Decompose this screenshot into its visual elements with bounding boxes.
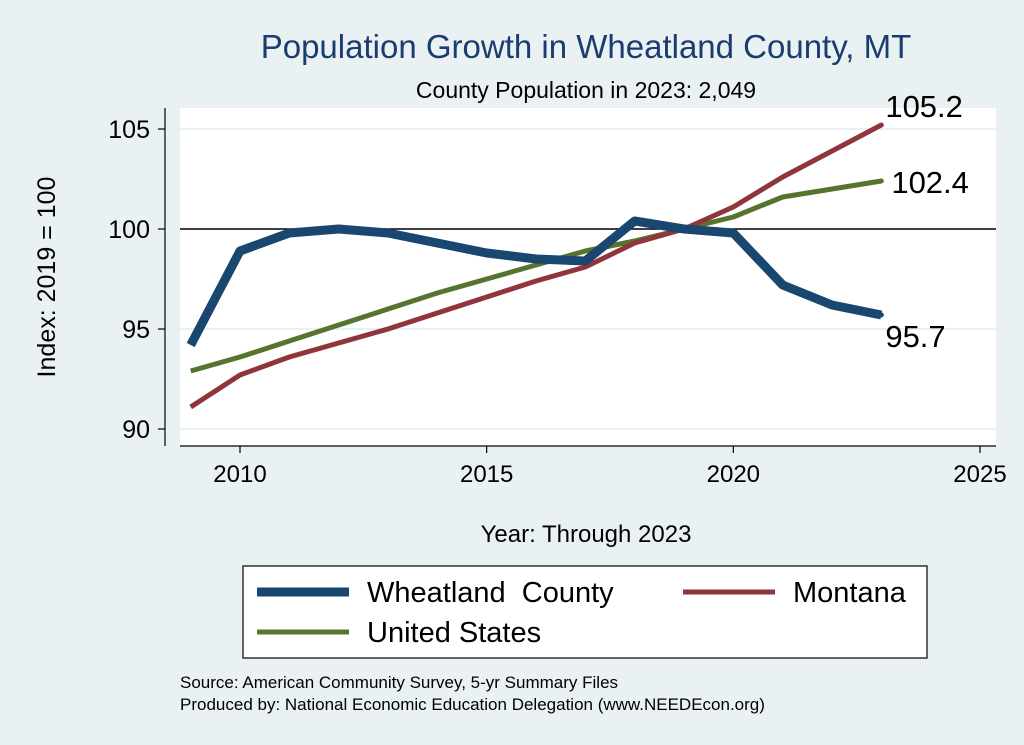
producer-note: Produced by: National Economic Education…: [180, 695, 765, 714]
x-tick-label-2025: 2025: [953, 461, 1006, 488]
legend-box: [242, 565, 928, 659]
series-line-wheatland-county: [186, 216, 883, 348]
series-layer: [186, 122, 883, 410]
y-tick-label-90: 90: [122, 416, 150, 444]
legend-label-0: Wheatland County: [367, 577, 614, 609]
chart-title: Population Growth in Wheatland County, M…: [261, 28, 912, 65]
gridlines: [180, 128, 996, 430]
y-axis-label: Index: 2019 = 100: [33, 177, 61, 378]
chart-subtitle: County Population in 2023: 2,049: [416, 77, 756, 103]
end-label-2: 102.4: [891, 165, 969, 200]
end-point-2: [878, 178, 884, 184]
x-axis-label: Year: Through 2023: [481, 521, 692, 548]
source-note: Source: American Community Survey, 5-yr …: [180, 673, 618, 692]
series-line-montana: [189, 122, 883, 410]
end-labels: 95.7 105.2 102.4: [878, 89, 969, 354]
y-tick-label-100: 100: [108, 216, 150, 244]
end-point-1: [878, 122, 884, 128]
legend-label-2: United States: [367, 617, 541, 649]
end-point-0: [878, 312, 884, 318]
legend: Wheatland County Montana United States: [257, 577, 907, 649]
x-tick-label-2020: 2020: [707, 461, 760, 488]
series-line-united-states: [190, 178, 882, 374]
end-label-1: 105.2: [885, 89, 963, 124]
x-tick-label-2010: 2010: [213, 461, 266, 488]
x-ticks: 2010 2015 2020 2025: [213, 446, 1007, 488]
y-ticks: 90 95 100 105: [108, 116, 165, 444]
y-tick-label-105: 105: [108, 116, 150, 144]
legend-label-1: Montana: [793, 577, 907, 609]
x-tick-label-2015: 2015: [460, 461, 513, 488]
y-tick-label-95: 95: [122, 316, 150, 344]
plot-area: [180, 108, 996, 446]
end-label-0: 95.7: [885, 319, 945, 354]
